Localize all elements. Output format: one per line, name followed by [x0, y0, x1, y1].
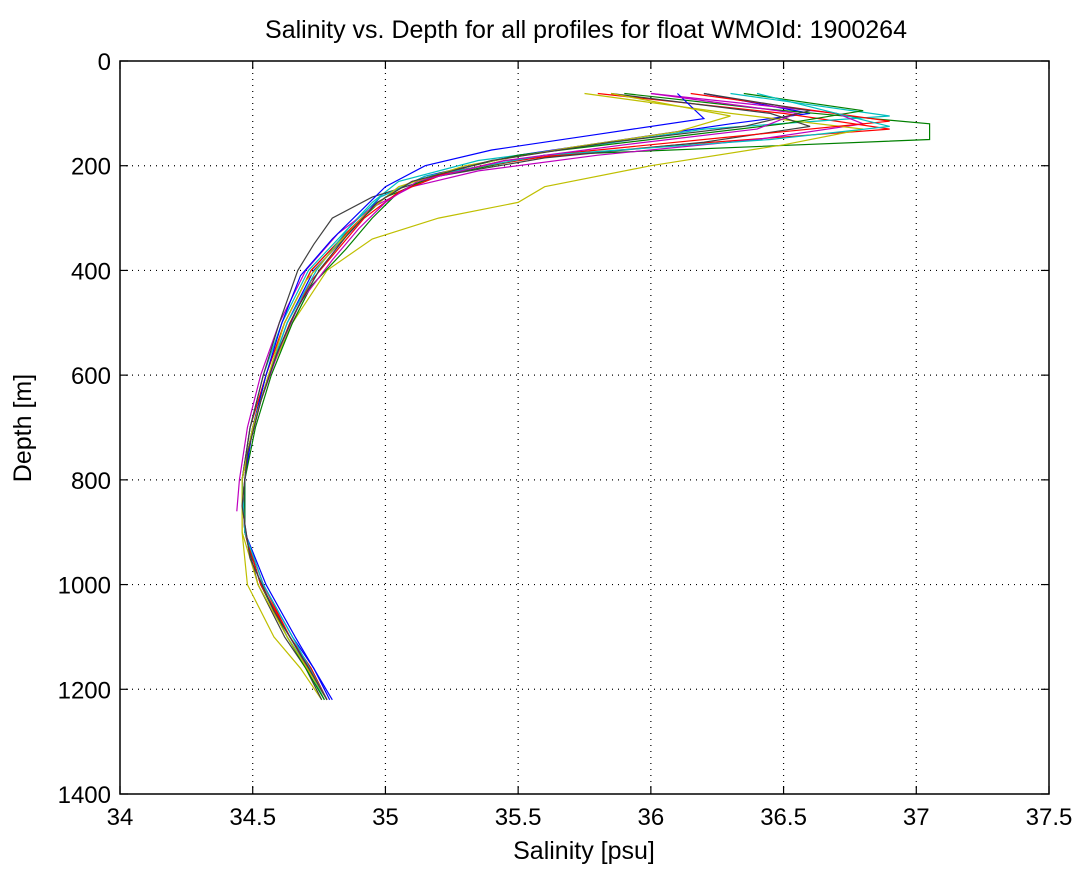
y-axis-title: Depth [m]: [9, 374, 37, 482]
x-tick-label: 37.5: [1026, 804, 1073, 831]
y-tick-label: 400: [71, 258, 111, 285]
y-tick-label: 1000: [58, 573, 111, 600]
x-tick-label: 35.5: [495, 804, 542, 831]
x-tick-label: 35: [372, 804, 399, 831]
x-axis-title: Salinity [psu]: [513, 837, 655, 865]
x-tick-label: 36: [638, 804, 665, 831]
x-tick-label: 34.5: [229, 804, 276, 831]
y-tick-label: 1200: [58, 677, 111, 704]
y-tick-label: 1400: [58, 782, 111, 809]
y-tick-label: 200: [71, 154, 111, 181]
profile-line: [241, 92, 811, 701]
x-tick-label: 34: [107, 804, 134, 831]
y-ticks: 0 200 400 600 800 1000 1200 1400: [58, 49, 1049, 809]
profile-line: [241, 92, 731, 701]
profile-line: [241, 92, 890, 701]
y-tick-label: 0: [98, 49, 111, 76]
y-tick-label: 800: [71, 468, 111, 495]
x-tick-label: 36.5: [760, 804, 807, 831]
plot-area: [120, 61, 1049, 794]
x-ticks: 34 34.5 35 35.5 36 36.5 37 37.5: [107, 61, 1073, 831]
profile-line: [241, 92, 864, 701]
chart-title: Salinity vs. Depth for all profiles for …: [265, 16, 907, 44]
profile-lines: [236, 92, 931, 701]
x-tick-label: 37: [903, 804, 930, 831]
y-tick-label: 600: [71, 363, 111, 390]
plot-frame: [119, 60, 1050, 795]
profile-line: [244, 93, 706, 701]
